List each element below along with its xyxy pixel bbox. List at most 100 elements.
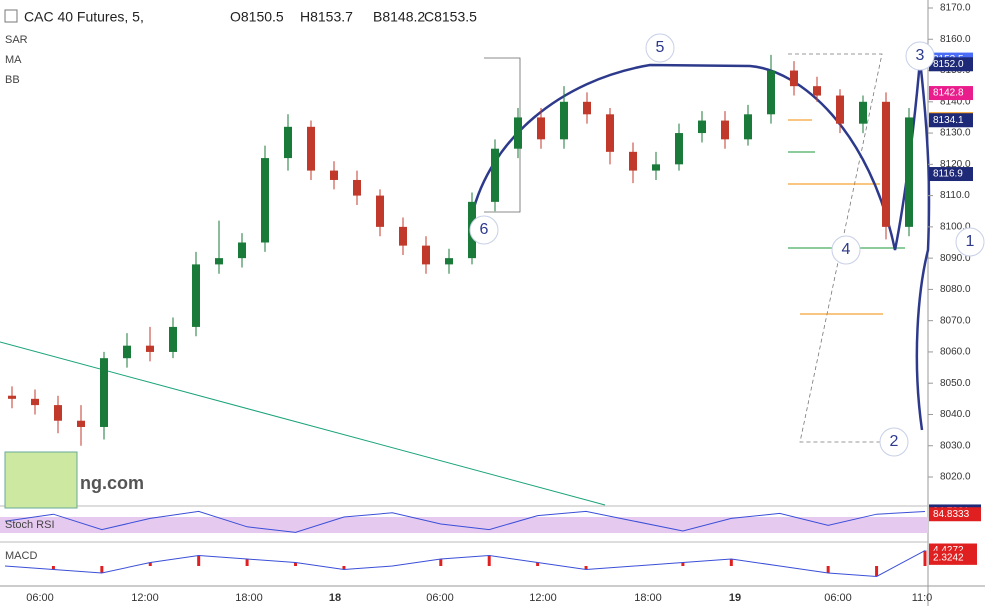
candle-body: [100, 358, 108, 427]
wave-marker: [469, 215, 499, 245]
candle-body: [629, 151, 637, 171]
candle-body: [261, 158, 269, 243]
candle-body: [445, 258, 453, 265]
candle-body: [353, 179, 361, 196]
candle-body: [698, 120, 706, 134]
price-label: 8134.1: [933, 115, 964, 126]
watermark-logo: [4, 451, 78, 509]
stoch-label-bg: [929, 507, 981, 522]
candle-body: [583, 101, 591, 115]
macd-label: 4.4272: [933, 545, 964, 556]
ohlc-high: H8153.7: [300, 9, 353, 25]
macd-label-bg: [929, 550, 977, 565]
stoch-band: [0, 517, 928, 533]
wave-number: 1: [966, 233, 975, 250]
candle-body: [537, 117, 545, 140]
wave-marker: [831, 235, 861, 265]
wave-number: 5: [656, 39, 665, 56]
candle-body: [307, 126, 315, 171]
price-label-bg: [929, 57, 973, 72]
wave-number: 3: [916, 47, 925, 64]
ohlc-close: C8153.5: [424, 9, 477, 25]
stoch-label: 84.8333: [933, 509, 970, 520]
candle-body: [813, 86, 821, 96]
macd-name: MACD: [5, 550, 37, 562]
watermark: ng.com: [80, 473, 144, 493]
y-tick-label: 8120.0: [940, 159, 971, 170]
y-tick-label: 8160.0: [940, 34, 971, 45]
time-label: 12:00: [529, 592, 557, 604]
price-label-bg: [929, 113, 973, 128]
candle-body: [859, 101, 867, 124]
candle-body: [238, 242, 246, 259]
time-label: 06:00: [824, 592, 852, 604]
candle-body: [215, 258, 223, 265]
y-tick-label: 8100.0: [940, 222, 971, 233]
candle-body: [721, 120, 729, 140]
candle-body: [652, 164, 660, 171]
price-label: 8152.0: [933, 59, 964, 70]
time-label: 18: [329, 592, 341, 604]
candle-body: [744, 114, 752, 140]
y-tick-label: 8050.0: [940, 378, 971, 389]
candle-body: [606, 114, 614, 152]
candle-body: [790, 70, 798, 87]
y-tick-label: 8110.0: [940, 190, 970, 201]
candle-body: [31, 398, 39, 406]
time-label: 12:00: [131, 592, 159, 604]
candle-body: [560, 101, 568, 140]
candle-body: [169, 326, 177, 352]
y-tick-label: 8070.0: [940, 315, 971, 326]
indicator-label[interactable]: SAR: [5, 34, 28, 46]
candle-body: [675, 133, 683, 165]
indicator-label[interactable]: BB: [5, 74, 20, 86]
y-tick-label: 8080.0: [940, 284, 971, 295]
price-label-bg: [929, 167, 973, 182]
stoch-line: [4, 510, 926, 533]
price-label: 8116.9: [933, 169, 963, 180]
candle-body: [422, 245, 430, 265]
collapse-icon: [4, 9, 18, 23]
y-tick-label: 8090.0: [940, 253, 971, 264]
macd-line: [4, 550, 926, 578]
macd-label: 2.3242: [933, 553, 964, 564]
ohlc-low: B8148.2: [373, 9, 425, 25]
candle-body: [514, 117, 522, 149]
candle-body: [905, 117, 913, 227]
time-label: 11:0: [912, 592, 933, 604]
candle-body: [146, 345, 154, 352]
candle-body: [77, 420, 85, 427]
y-tick-label: 8130.0: [940, 128, 971, 139]
wave-number: 6: [480, 221, 489, 238]
candle-body: [882, 101, 890, 227]
y-tick-label: 8020.0: [940, 472, 971, 483]
wave-number: 4: [842, 241, 851, 258]
price-label: 8142.8: [933, 88, 964, 99]
price-label-bg: [929, 86, 973, 101]
y-tick-label: 8170.0: [940, 3, 971, 14]
candle-body: [123, 345, 131, 359]
wave-marker: [905, 41, 935, 71]
indicator-label[interactable]: MA: [5, 54, 22, 66]
candle-body: [54, 405, 62, 421]
wave-marker: [645, 33, 675, 63]
wave-marker: [879, 427, 909, 457]
ohlc-open: O8150.5: [230, 9, 284, 25]
stoch-name: Stoch RSI: [5, 519, 55, 531]
candle-body: [491, 148, 499, 202]
candle-body: [284, 126, 292, 159]
time-label: 06:00: [426, 592, 454, 604]
candle-body: [376, 195, 384, 227]
candle-body: [192, 264, 200, 327]
y-tick-label: 8060.0: [940, 347, 971, 358]
candle-body: [8, 395, 16, 399]
wave-curve: [470, 59, 931, 431]
time-label: 19: [729, 592, 741, 604]
candle-body: [399, 226, 407, 246]
wave-number: 2: [890, 433, 899, 450]
y-tick-label: 8140.0: [940, 96, 971, 107]
time-label: 18:00: [235, 592, 263, 604]
time-label: 18:00: [634, 592, 662, 604]
